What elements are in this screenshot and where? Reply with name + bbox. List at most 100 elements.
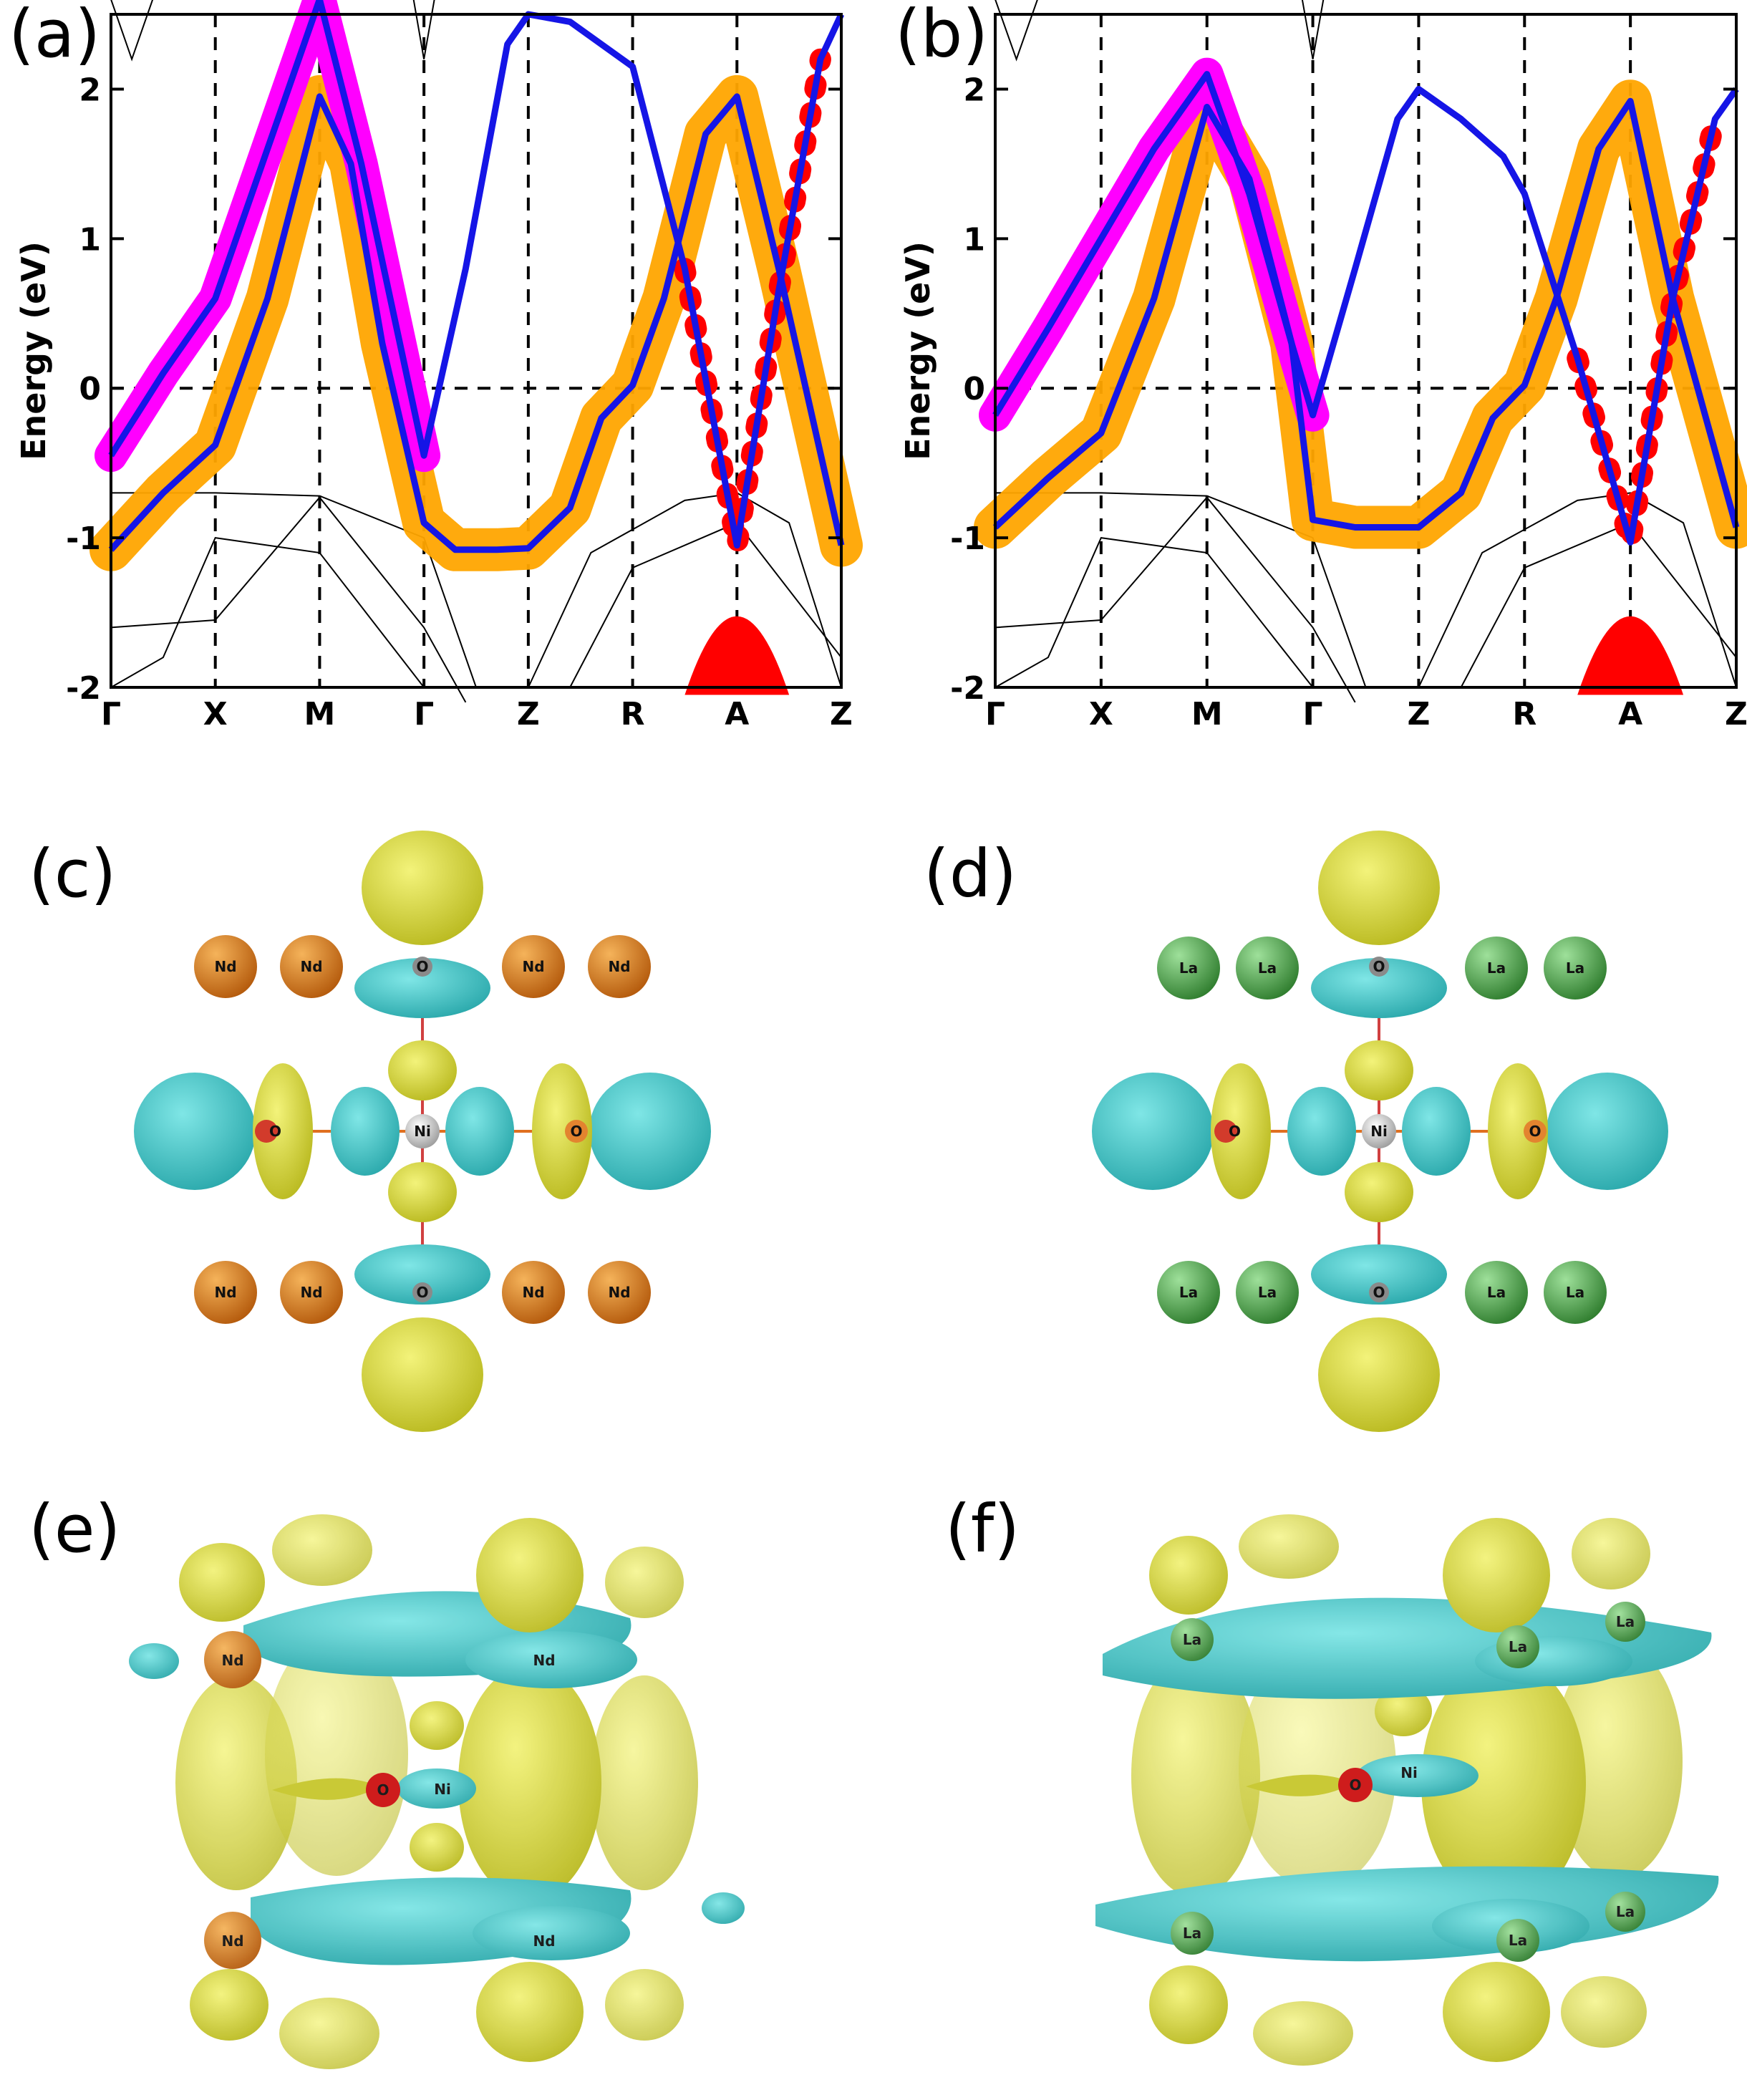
lobe-yellow xyxy=(1554,1643,1683,1879)
orbital-plot-c: Ni O O O O Nd Nd Nd Nd Nd Nd Nd Nd xyxy=(134,831,711,1432)
lobe-cyan xyxy=(129,1643,179,1679)
lobe-yellow xyxy=(362,1317,483,1432)
o-label: O xyxy=(269,1123,281,1140)
lobe-yellow xyxy=(272,1514,372,1586)
la-label: La xyxy=(1179,959,1198,977)
nd-atom xyxy=(194,935,257,998)
band-line xyxy=(995,0,1038,62)
lobe-yellow xyxy=(1561,1976,1647,2048)
lobe-cyan xyxy=(134,1073,256,1190)
x-tick-label: R xyxy=(621,696,645,732)
x-tick-label: X xyxy=(203,696,228,732)
x-tick-label: Z xyxy=(1725,696,1747,732)
band-line xyxy=(995,537,1314,688)
y-tick-label: -1 xyxy=(66,521,101,557)
lobe-cyan xyxy=(473,1906,630,1960)
y-tick-label: -2 xyxy=(66,670,101,707)
orbital-plot-f: La La La La La La O Ni xyxy=(1095,1514,1719,2066)
nd-atom xyxy=(588,1261,651,1324)
lobe-cyan xyxy=(331,1087,400,1176)
nd-label: Nd xyxy=(221,1932,243,1950)
la-label: La xyxy=(1487,959,1506,977)
nd-atom xyxy=(280,935,343,998)
ni-label: Ni xyxy=(434,1781,451,1798)
la-atom xyxy=(1236,1261,1299,1324)
lobe-yellow xyxy=(265,1632,408,1876)
la-label: La xyxy=(1509,1638,1527,1655)
lobe-yellow xyxy=(362,831,483,945)
lobe-yellow xyxy=(605,1969,684,2041)
y-tick-label: 2 xyxy=(963,72,985,108)
lobe-yellow xyxy=(1149,1536,1228,1615)
la-atom xyxy=(1171,1912,1214,1955)
y-tick-label: 0 xyxy=(79,371,101,407)
band-line xyxy=(110,496,467,703)
lobe-yellow xyxy=(1345,1040,1413,1100)
band-structure-b: -2 -1 0 1 2 Γ X M Γ Z R A Z Energy (eV) xyxy=(899,0,1747,732)
nd-label: Nd xyxy=(522,958,544,975)
o-label: O xyxy=(1229,1123,1241,1140)
o-label: O xyxy=(1373,1284,1385,1301)
lobe-yellow xyxy=(1318,1317,1440,1432)
lobe-yellow xyxy=(179,1543,265,1622)
nd-atom xyxy=(588,935,651,998)
lobe-yellow xyxy=(1211,1063,1271,1199)
x-tick-label: A xyxy=(725,696,749,732)
o-atom xyxy=(1214,1120,1237,1143)
lobe-cyan xyxy=(589,1073,711,1190)
lobe-cyan xyxy=(445,1087,514,1176)
band-line xyxy=(527,492,842,688)
nd-label: Nd xyxy=(300,958,322,975)
nd-label: Nd xyxy=(608,958,630,975)
band-line xyxy=(1460,521,1737,688)
x-tick-label: Γ xyxy=(101,696,121,732)
nd-atom xyxy=(204,1912,261,1969)
la-label: La xyxy=(1616,1903,1635,1920)
band-line xyxy=(995,492,1367,688)
nd-label: Nd xyxy=(214,1284,236,1301)
o-label: O xyxy=(570,1123,582,1140)
panel-label-c: (c) xyxy=(29,836,117,912)
ni-label: Ni xyxy=(1400,1764,1418,1781)
lobe-cyan xyxy=(1547,1073,1668,1190)
lobe-cyan xyxy=(397,1768,476,1809)
orbital-plot-d: Ni O O O O La La La La La La La La xyxy=(1092,831,1668,1432)
lobe-yellow xyxy=(458,1665,601,1901)
lobe-cyan xyxy=(465,1631,637,1688)
nd-label: Nd xyxy=(522,1284,544,1301)
la-label: La xyxy=(1487,1284,1506,1301)
o-atom xyxy=(255,1120,278,1143)
o-atom xyxy=(1369,957,1389,977)
lobe-cyan xyxy=(1311,958,1447,1018)
lobe-cyan xyxy=(1402,1087,1471,1176)
lobe-yellow xyxy=(388,1040,457,1100)
orbital-plot-e: Nd Nd Nd Nd O Ni xyxy=(129,1514,745,2069)
o-atom xyxy=(1524,1120,1547,1143)
band-line-blue xyxy=(992,71,1739,546)
lobe-yellow xyxy=(1253,2001,1353,2066)
lobe-yellow xyxy=(410,1823,464,1872)
lobe-yellow xyxy=(1443,1962,1550,2062)
nd-label: Nd xyxy=(533,1652,555,1669)
la-atom xyxy=(1465,1261,1528,1324)
la-atom xyxy=(1605,1892,1645,1932)
la-atom xyxy=(1496,1919,1539,1962)
o-atom xyxy=(412,1282,432,1302)
lobe-cyan xyxy=(1092,1073,1214,1190)
lobe-yellow xyxy=(388,1162,457,1222)
y-tick-label: 1 xyxy=(79,221,101,258)
la-label: La xyxy=(1179,1284,1198,1301)
y-axis-label: Energy (eV) xyxy=(899,241,937,460)
o-label: O xyxy=(377,1781,389,1799)
lobe-cyan xyxy=(354,1244,490,1305)
nd-atom xyxy=(280,1261,343,1324)
x-tick-label: X xyxy=(1089,696,1113,732)
fatband-red-pocket xyxy=(1577,616,1684,695)
lobe-cyan xyxy=(702,1892,745,1924)
nd-atom xyxy=(502,935,565,998)
la-label: La xyxy=(1183,1631,1201,1648)
plot-frame xyxy=(110,13,843,689)
lobe-yellow xyxy=(1375,1686,1432,1736)
lobe-yellow xyxy=(1421,1658,1586,1908)
la-label: La xyxy=(1258,959,1277,977)
